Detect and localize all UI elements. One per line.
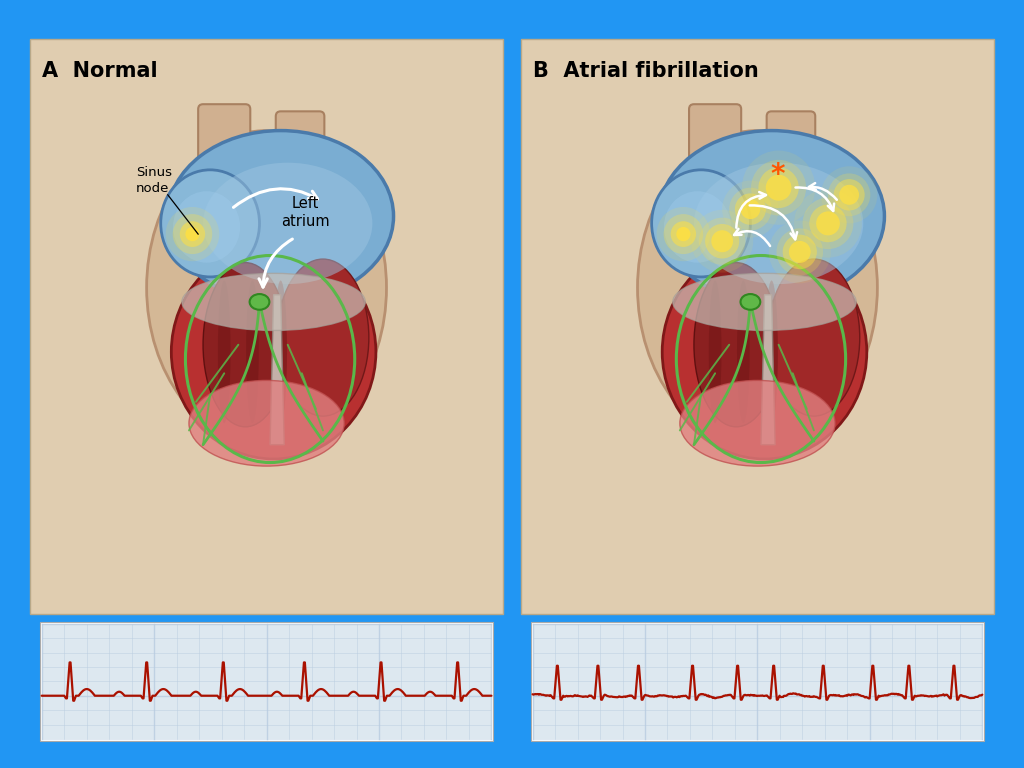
Ellipse shape bbox=[250, 294, 269, 310]
Circle shape bbox=[699, 217, 745, 265]
Circle shape bbox=[712, 230, 733, 252]
Circle shape bbox=[706, 224, 739, 259]
Ellipse shape bbox=[709, 280, 722, 423]
Ellipse shape bbox=[203, 163, 373, 284]
Circle shape bbox=[803, 197, 853, 249]
Ellipse shape bbox=[765, 280, 778, 423]
Polygon shape bbox=[761, 295, 775, 445]
Ellipse shape bbox=[274, 280, 287, 423]
Circle shape bbox=[742, 151, 815, 225]
Ellipse shape bbox=[182, 273, 366, 330]
Circle shape bbox=[664, 214, 703, 254]
Ellipse shape bbox=[694, 163, 863, 284]
Circle shape bbox=[821, 166, 878, 223]
Circle shape bbox=[173, 214, 212, 254]
FancyBboxPatch shape bbox=[275, 111, 325, 193]
Ellipse shape bbox=[694, 263, 778, 427]
Circle shape bbox=[769, 220, 830, 283]
Circle shape bbox=[180, 221, 205, 247]
Circle shape bbox=[776, 228, 823, 276]
Text: A  Normal: A Normal bbox=[42, 61, 158, 81]
Ellipse shape bbox=[638, 131, 878, 445]
Circle shape bbox=[759, 167, 799, 208]
Text: Left
atrium: Left atrium bbox=[281, 197, 330, 229]
Polygon shape bbox=[270, 295, 285, 445]
FancyBboxPatch shape bbox=[532, 624, 982, 739]
Circle shape bbox=[788, 241, 811, 263]
Circle shape bbox=[185, 227, 200, 241]
Circle shape bbox=[740, 199, 760, 219]
Circle shape bbox=[676, 227, 690, 241]
FancyBboxPatch shape bbox=[689, 104, 741, 200]
Circle shape bbox=[809, 204, 847, 242]
Circle shape bbox=[766, 174, 792, 200]
FancyBboxPatch shape bbox=[42, 624, 492, 739]
FancyBboxPatch shape bbox=[530, 622, 984, 741]
Ellipse shape bbox=[673, 273, 856, 330]
Text: B  Atrial fibrillation: B Atrial fibrillation bbox=[532, 61, 759, 81]
Ellipse shape bbox=[658, 131, 885, 302]
Ellipse shape bbox=[740, 294, 760, 310]
Circle shape bbox=[735, 194, 766, 225]
Ellipse shape bbox=[173, 191, 240, 263]
Ellipse shape bbox=[651, 170, 751, 277]
Circle shape bbox=[834, 179, 864, 210]
FancyBboxPatch shape bbox=[30, 39, 503, 614]
FancyBboxPatch shape bbox=[767, 111, 815, 193]
Ellipse shape bbox=[146, 131, 386, 445]
Ellipse shape bbox=[664, 191, 731, 263]
Circle shape bbox=[656, 207, 711, 261]
Ellipse shape bbox=[203, 263, 288, 427]
Ellipse shape bbox=[737, 280, 750, 423]
Circle shape bbox=[729, 187, 771, 230]
Text: Sinus
node: Sinus node bbox=[136, 166, 172, 195]
Ellipse shape bbox=[663, 245, 866, 459]
FancyBboxPatch shape bbox=[199, 104, 250, 200]
FancyBboxPatch shape bbox=[521, 39, 994, 614]
Circle shape bbox=[795, 189, 862, 257]
Circle shape bbox=[816, 211, 840, 235]
Circle shape bbox=[751, 160, 806, 216]
Text: *: * bbox=[770, 161, 784, 189]
Circle shape bbox=[671, 221, 696, 247]
Ellipse shape bbox=[189, 380, 344, 466]
Ellipse shape bbox=[680, 380, 835, 466]
Ellipse shape bbox=[161, 170, 259, 277]
Ellipse shape bbox=[246, 280, 259, 423]
Ellipse shape bbox=[278, 259, 369, 416]
Circle shape bbox=[722, 180, 778, 237]
Circle shape bbox=[782, 235, 817, 270]
Circle shape bbox=[840, 185, 859, 205]
Ellipse shape bbox=[768, 259, 860, 416]
Ellipse shape bbox=[168, 131, 393, 302]
Ellipse shape bbox=[218, 280, 230, 423]
Circle shape bbox=[166, 207, 219, 261]
Ellipse shape bbox=[171, 245, 376, 459]
Circle shape bbox=[828, 174, 870, 217]
FancyBboxPatch shape bbox=[40, 622, 494, 741]
Circle shape bbox=[691, 210, 754, 273]
